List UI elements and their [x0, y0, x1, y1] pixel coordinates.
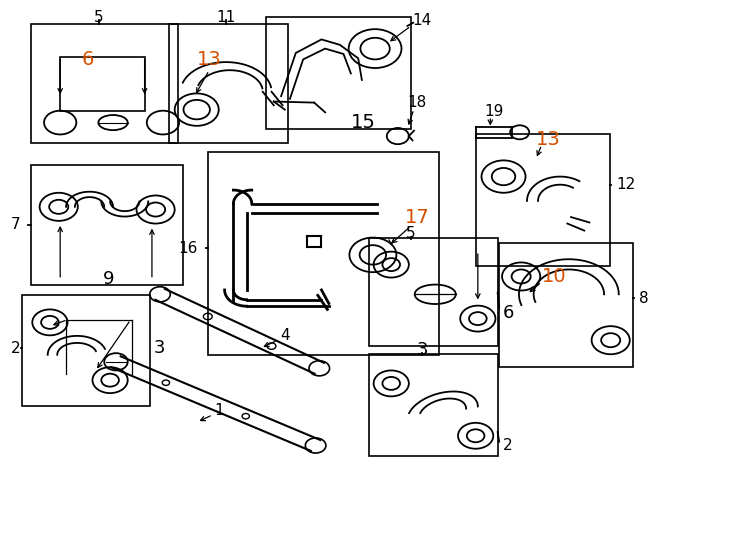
Bar [476, 134, 610, 266]
Text: 8: 8 [639, 291, 648, 306]
Text: 10: 10 [542, 267, 567, 286]
Bar [499, 243, 633, 367]
Text: 2: 2 [11, 341, 21, 356]
Text: 15: 15 [351, 113, 376, 132]
Text: 3: 3 [416, 341, 428, 359]
Text: 17: 17 [404, 208, 429, 227]
Text: 16: 16 [179, 241, 198, 256]
Bar [266, 17, 411, 129]
Text: 18: 18 [407, 95, 426, 110]
Bar [31, 165, 183, 285]
Text: 2: 2 [503, 438, 512, 453]
Text: 11: 11 [217, 10, 236, 25]
Text: 19: 19 [484, 104, 504, 119]
Text: 6: 6 [82, 50, 94, 69]
Text: 4: 4 [280, 328, 290, 343]
Text: 9: 9 [103, 270, 115, 288]
Text: 1: 1 [214, 403, 224, 418]
Text: 5: 5 [406, 226, 416, 241]
Bar [369, 354, 498, 456]
Bar [208, 152, 439, 355]
Bar [60, 57, 145, 111]
Text: 13: 13 [197, 50, 222, 69]
Text: 12: 12 [617, 177, 636, 192]
Bar [31, 24, 178, 143]
Text: 5: 5 [94, 10, 104, 25]
Bar [369, 238, 498, 346]
Bar [169, 24, 288, 143]
Bar [22, 295, 150, 406]
Text: 13: 13 [536, 130, 561, 149]
Text: 3: 3 [154, 339, 166, 357]
Text: 7: 7 [11, 217, 21, 232]
Text: 14: 14 [413, 13, 432, 28]
Text: 6: 6 [503, 304, 514, 322]
